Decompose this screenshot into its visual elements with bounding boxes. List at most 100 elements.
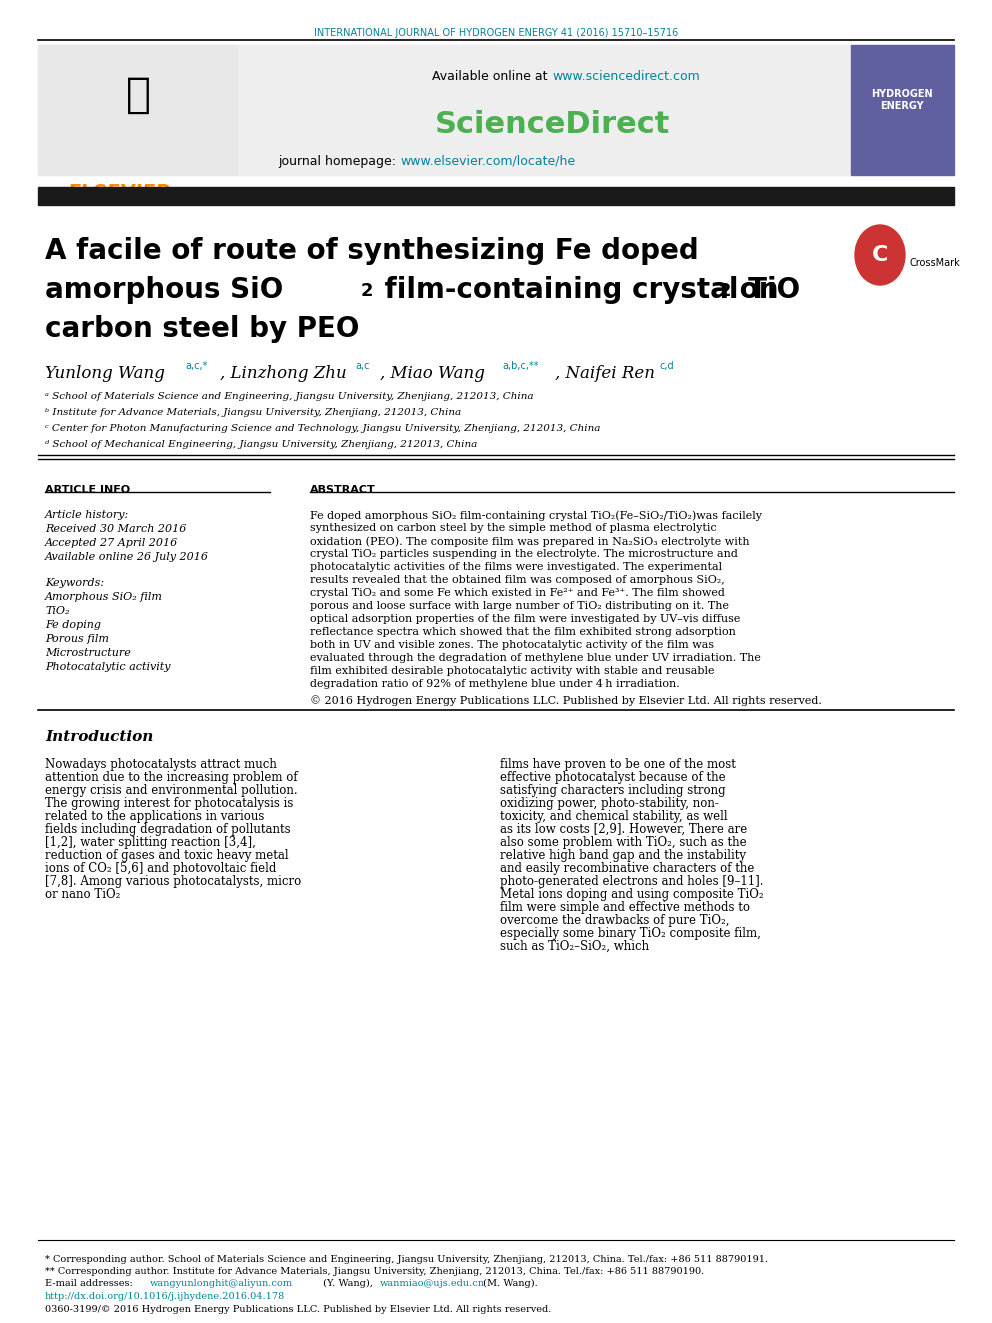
Text: attention due to the increasing problem of: attention due to the increasing problem …: [45, 771, 298, 785]
Text: (M. Wang).: (M. Wang).: [480, 1279, 538, 1289]
Text: www.elsevier.com/locate/he: www.elsevier.com/locate/he: [400, 155, 575, 168]
Text: HYDROGEN
ENERGY: HYDROGEN ENERGY: [871, 89, 932, 111]
Text: ions of CO₂ [5,6] and photovoltaic field: ions of CO₂ [5,6] and photovoltaic field: [45, 863, 277, 875]
Text: , Linzhong Zhu: , Linzhong Zhu: [220, 365, 352, 382]
Text: film were simple and effective methods to: film were simple and effective methods t…: [500, 901, 750, 914]
Text: porous and loose surface with large number of TiO₂ distributing on it. The: porous and loose surface with large numb…: [310, 601, 729, 611]
Text: oxidation (PEO). The composite film was prepared in Na₂SiO₃ electrolyte with: oxidation (PEO). The composite film was …: [310, 536, 750, 546]
Bar: [38, 187, 954, 205]
Text: CrossMark: CrossMark: [910, 258, 960, 269]
Text: C: C: [872, 245, 888, 265]
Text: The growing interest for photocatalysis is: The growing interest for photocatalysis …: [45, 796, 294, 810]
Text: satisfying characters including strong: satisfying characters including strong: [500, 785, 725, 796]
Text: ScienceDirect: ScienceDirect: [434, 110, 670, 139]
Text: Fe doping: Fe doping: [45, 620, 101, 630]
Text: ᵇ Institute for Advance Materials, Jiangsu University, Zhenjiang, 212013, China: ᵇ Institute for Advance Materials, Jiang…: [45, 407, 461, 417]
Text: www.sciencedirect.com: www.sciencedirect.com: [552, 70, 699, 83]
Text: effective photocatalyst because of the: effective photocatalyst because of the: [500, 771, 725, 785]
Text: © 2016 Hydrogen Energy Publications LLC. Published by Elsevier Ltd. All rights r: © 2016 Hydrogen Energy Publications LLC.…: [310, 695, 822, 705]
Text: journal homepage:: journal homepage:: [278, 155, 400, 168]
Text: Photocatalytic activity: Photocatalytic activity: [45, 662, 171, 672]
Text: evaluated through the degradation of methylene blue under UV irradiation. The: evaluated through the degradation of met…: [310, 654, 761, 663]
Text: results revealed that the obtained film was composed of amorphous SiO₂,: results revealed that the obtained film …: [310, 576, 725, 585]
Text: [7,8]. Among various photocatalysts, micro: [7,8]. Among various photocatalysts, mic…: [45, 875, 302, 888]
Text: ᵃ School of Materials Science and Engineering, Jiangsu University, Zhenjiang, 21: ᵃ School of Materials Science and Engine…: [45, 392, 534, 401]
Bar: [38, 45, 851, 175]
Text: Accepted 27 April 2016: Accepted 27 April 2016: [45, 538, 179, 548]
Text: a,c,*: a,c,*: [185, 361, 207, 370]
Text: overcome the drawbacks of pure TiO₂,: overcome the drawbacks of pure TiO₂,: [500, 914, 729, 927]
Text: ARTICLE INFO: ARTICLE INFO: [45, 486, 130, 495]
Text: also some problem with TiO₂, such as the: also some problem with TiO₂, such as the: [500, 836, 747, 849]
Text: Keywords:: Keywords:: [45, 578, 104, 587]
Text: Porous film: Porous film: [45, 634, 109, 644]
Text: film-containing crystal TiO: film-containing crystal TiO: [375, 277, 801, 304]
Text: synthesized on carbon steel by the simple method of plasma electrolytic: synthesized on carbon steel by the simpl…: [310, 523, 717, 533]
Text: oxidizing power, photo-stability, non-: oxidizing power, photo-stability, non-: [500, 796, 719, 810]
Text: toxicity, and chemical stability, as well: toxicity, and chemical stability, as wel…: [500, 810, 727, 823]
Text: both in UV and visible zones. The photocatalytic activity of the film was: both in UV and visible zones. The photoc…: [310, 640, 714, 650]
Text: and easily recombinative characters of the: and easily recombinative characters of t…: [500, 863, 754, 875]
Text: ᵈ School of Mechanical Engineering, Jiangsu University, Zhenjiang, 212013, China: ᵈ School of Mechanical Engineering, Jian…: [45, 441, 477, 448]
Text: ᶜ Center for Photon Manufacturing Science and Technology, Jiangsu University, Zh: ᶜ Center for Photon Manufacturing Scienc…: [45, 423, 600, 433]
Ellipse shape: [860, 230, 900, 280]
Text: Introduction: Introduction: [45, 730, 154, 744]
Bar: [851, 45, 954, 175]
Text: E-mail addresses:: E-mail addresses:: [45, 1279, 136, 1289]
Text: especially some binary TiO₂ composite film,: especially some binary TiO₂ composite fi…: [500, 927, 761, 941]
Text: c,d: c,d: [660, 361, 675, 370]
Text: Available online at: Available online at: [433, 70, 552, 83]
Text: Yunlong Wang: Yunlong Wang: [45, 365, 170, 382]
Text: Received 30 March 2016: Received 30 March 2016: [45, 524, 186, 534]
Bar: [38, 45, 238, 175]
Text: 0360-3199/© 2016 Hydrogen Energy Publications LLC. Published by Elsevier Ltd. Al: 0360-3199/© 2016 Hydrogen Energy Publica…: [45, 1304, 552, 1314]
Text: such as TiO₂–SiO₂, which: such as TiO₂–SiO₂, which: [500, 941, 649, 953]
Text: amorphous SiO: amorphous SiO: [45, 277, 284, 304]
Text: on: on: [730, 277, 779, 304]
Text: Fe doped amorphous SiO₂ film-containing crystal TiO₂(Fe–SiO₂/TiO₂)was facilely: Fe doped amorphous SiO₂ film-containing …: [310, 509, 762, 520]
Text: reflectance spectra which showed that the film exhibited strong adsorption: reflectance spectra which showed that th…: [310, 627, 736, 636]
Text: related to the applications in various: related to the applications in various: [45, 810, 265, 823]
Text: Metal ions doping and using composite TiO₂: Metal ions doping and using composite Ti…: [500, 888, 764, 901]
Text: [1,2], water splitting reaction [3,4],: [1,2], water splitting reaction [3,4],: [45, 836, 256, 849]
Text: films have proven to be one of the most: films have proven to be one of the most: [500, 758, 736, 771]
Text: wangyunlonghit@aliyun.com: wangyunlonghit@aliyun.com: [150, 1279, 293, 1289]
Text: Nowadays photocatalysts attract much: Nowadays photocatalysts attract much: [45, 758, 277, 771]
Text: INTERNATIONAL JOURNAL OF HYDROGEN ENERGY 41 (2016) 15710–15716: INTERNATIONAL JOURNAL OF HYDROGEN ENERGY…: [313, 28, 679, 38]
Text: Article history:: Article history:: [45, 509, 129, 520]
Text: crystal TiO₂ particles suspending in the electrolyte. The microstructure and: crystal TiO₂ particles suspending in the…: [310, 549, 738, 560]
Text: fields including degradation of pollutants: fields including degradation of pollutan…: [45, 823, 291, 836]
Text: Available online 26 July 2016: Available online 26 July 2016: [45, 552, 209, 562]
Text: photocatalytic activities of the films were investigated. The experimental: photocatalytic activities of the films w…: [310, 562, 722, 572]
Text: relative high band gap and the instability: relative high band gap and the instabili…: [500, 849, 746, 863]
Text: wanmiao@ujs.edu.cn: wanmiao@ujs.edu.cn: [380, 1279, 485, 1289]
Text: energy crisis and environmental pollution.: energy crisis and environmental pollutio…: [45, 785, 298, 796]
Text: ELSEVIER: ELSEVIER: [68, 183, 172, 202]
Text: A facile of route of synthesizing Fe doped: A facile of route of synthesizing Fe dop…: [45, 237, 698, 265]
Text: Microstructure: Microstructure: [45, 648, 131, 658]
Text: crystal TiO₂ and some Fe which existed in Fe²⁺ and Fe³⁺. The film showed: crystal TiO₂ and some Fe which existed i…: [310, 587, 725, 598]
Text: 2: 2: [719, 282, 731, 300]
Text: degradation ratio of 92% of methylene blue under 4 h irradiation.: degradation ratio of 92% of methylene bl…: [310, 679, 680, 689]
Text: http://dx.doi.org/10.1016/j.ijhydene.2016.04.178: http://dx.doi.org/10.1016/j.ijhydene.201…: [45, 1293, 286, 1301]
Text: * Corresponding author. School of Materials Science and Engineering, Jiangsu Uni: * Corresponding author. School of Materi…: [45, 1256, 768, 1263]
Bar: [238, 45, 851, 175]
Text: TiO₂: TiO₂: [45, 606, 69, 617]
Text: a,b,c,**: a,b,c,**: [502, 361, 539, 370]
Text: or nano TiO₂: or nano TiO₂: [45, 888, 120, 901]
Text: 2: 2: [361, 282, 374, 300]
Text: reduction of gases and toxic heavy metal: reduction of gases and toxic heavy metal: [45, 849, 289, 863]
Text: optical adsorption properties of the film were investigated by UV–vis diffuse: optical adsorption properties of the fil…: [310, 614, 740, 624]
Text: ABSTRACT: ABSTRACT: [310, 486, 376, 495]
Text: (Y. Wang),: (Y. Wang),: [320, 1279, 376, 1289]
Text: Amorphous SiO₂ film: Amorphous SiO₂ film: [45, 591, 163, 602]
Text: as its low costs [2,9]. However, There are: as its low costs [2,9]. However, There a…: [500, 823, 747, 836]
Ellipse shape: [855, 225, 905, 284]
Text: film exhibited desirable photocatalytic activity with stable and reusable: film exhibited desirable photocatalytic …: [310, 665, 714, 676]
Text: , Naifei Ren: , Naifei Ren: [555, 365, 661, 382]
Text: , Miao Wang: , Miao Wang: [380, 365, 490, 382]
Text: a,c: a,c: [355, 361, 369, 370]
Text: carbon steel by PEO: carbon steel by PEO: [45, 315, 359, 343]
Text: 🌳: 🌳: [126, 74, 151, 116]
Text: photo-generated electrons and holes [9–11].: photo-generated electrons and holes [9–1…: [500, 875, 764, 888]
